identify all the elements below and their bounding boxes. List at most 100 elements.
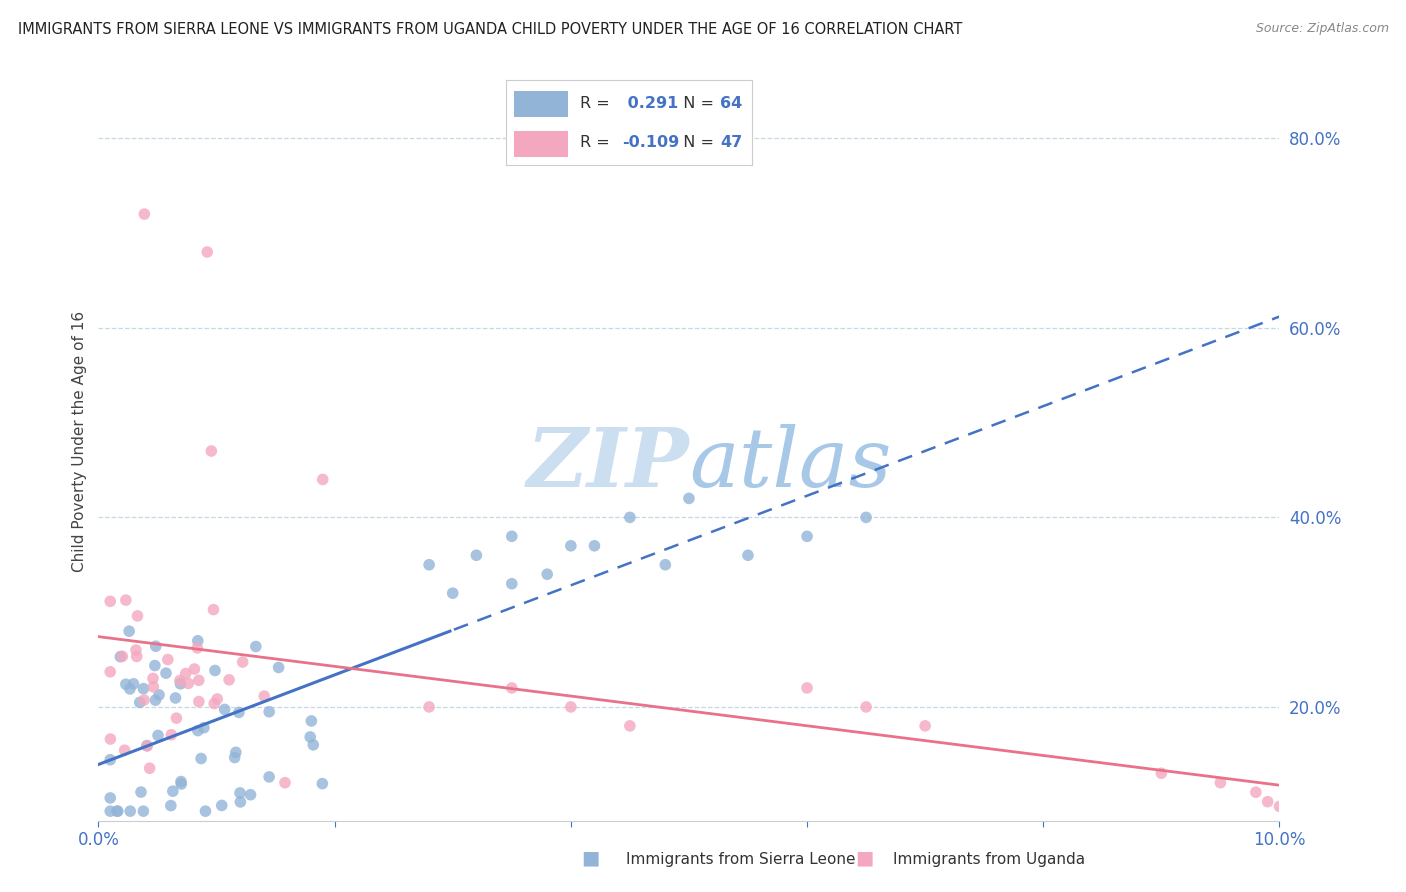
Point <box>190 751 212 765</box>
Text: R =: R = <box>579 136 614 151</box>
Point <box>200 444 222 458</box>
Point <box>654 558 676 572</box>
Point <box>501 529 523 543</box>
Point <box>145 639 167 653</box>
Point <box>134 207 156 221</box>
Point <box>142 672 165 686</box>
Point <box>132 804 155 818</box>
Point <box>98 804 121 818</box>
Text: atlas: atlas <box>689 425 891 504</box>
Point <box>169 673 191 688</box>
Text: 47: 47 <box>720 136 742 151</box>
Point <box>229 795 252 809</box>
Point <box>1244 785 1267 799</box>
Point <box>114 743 136 757</box>
Point <box>129 785 152 799</box>
Point <box>796 529 818 543</box>
Point <box>183 662 205 676</box>
Point <box>229 786 252 800</box>
Point <box>224 750 246 764</box>
Text: R =: R = <box>579 95 614 111</box>
Bar <box>513 91 568 117</box>
Point <box>195 244 218 259</box>
Point <box>111 649 134 664</box>
Text: Immigrants from Uganda: Immigrants from Uganda <box>893 852 1085 867</box>
Point <box>267 660 290 674</box>
Point <box>110 649 132 664</box>
Point <box>132 681 155 696</box>
Text: ■: ■ <box>581 848 600 867</box>
Point <box>796 681 818 695</box>
Point <box>118 624 141 639</box>
Point <box>118 681 141 696</box>
Point <box>302 738 325 752</box>
Point <box>142 680 165 694</box>
Bar <box>513 131 568 157</box>
Point <box>135 739 157 753</box>
Point <box>120 804 142 818</box>
Point <box>1150 766 1173 780</box>
Point <box>311 777 333 791</box>
Point <box>619 719 641 733</box>
Point <box>148 688 170 702</box>
Point <box>114 677 136 691</box>
Point <box>202 697 225 711</box>
Point <box>132 693 155 707</box>
Point <box>125 643 148 657</box>
Point <box>202 602 225 616</box>
Point <box>187 673 209 688</box>
Point <box>107 804 129 818</box>
Point <box>170 774 193 789</box>
Point <box>115 593 138 607</box>
Text: -0.109: -0.109 <box>621 136 679 151</box>
Point <box>155 666 177 681</box>
Point <box>174 666 197 681</box>
Point <box>1209 776 1232 790</box>
Point <box>122 677 145 691</box>
Point <box>186 640 208 655</box>
Point <box>160 798 183 813</box>
Point <box>125 649 148 664</box>
Point <box>100 732 122 747</box>
Point <box>98 594 121 608</box>
Text: Immigrants from Sierra Leone: Immigrants from Sierra Leone <box>626 852 855 867</box>
Point <box>187 633 209 648</box>
Point <box>501 576 523 591</box>
Point <box>165 711 187 725</box>
Point <box>127 608 149 623</box>
Point <box>560 539 582 553</box>
Point <box>232 655 254 669</box>
Point <box>194 804 217 818</box>
Text: N =: N = <box>673 95 720 111</box>
Point <box>225 745 247 759</box>
Point <box>855 510 877 524</box>
Point <box>737 548 759 563</box>
Point <box>465 548 488 563</box>
Point <box>146 728 169 742</box>
Point <box>583 539 606 553</box>
Point <box>207 692 229 706</box>
Point <box>98 665 121 679</box>
Point <box>138 761 160 775</box>
Point <box>193 721 215 735</box>
Point <box>156 652 179 666</box>
Point <box>257 705 280 719</box>
Point <box>1268 799 1291 814</box>
Point <box>145 693 167 707</box>
Point <box>211 798 233 813</box>
Point <box>228 706 250 720</box>
Point <box>218 673 240 687</box>
Point <box>312 473 335 487</box>
Point <box>441 586 464 600</box>
Point <box>105 804 128 818</box>
Point <box>204 664 226 678</box>
Point <box>169 677 191 691</box>
Point <box>257 770 280 784</box>
Point <box>855 699 877 714</box>
Point <box>98 791 121 805</box>
Point <box>678 491 700 506</box>
Point <box>253 689 276 703</box>
Point <box>536 567 558 582</box>
Point <box>1257 795 1279 809</box>
Point <box>914 719 936 733</box>
